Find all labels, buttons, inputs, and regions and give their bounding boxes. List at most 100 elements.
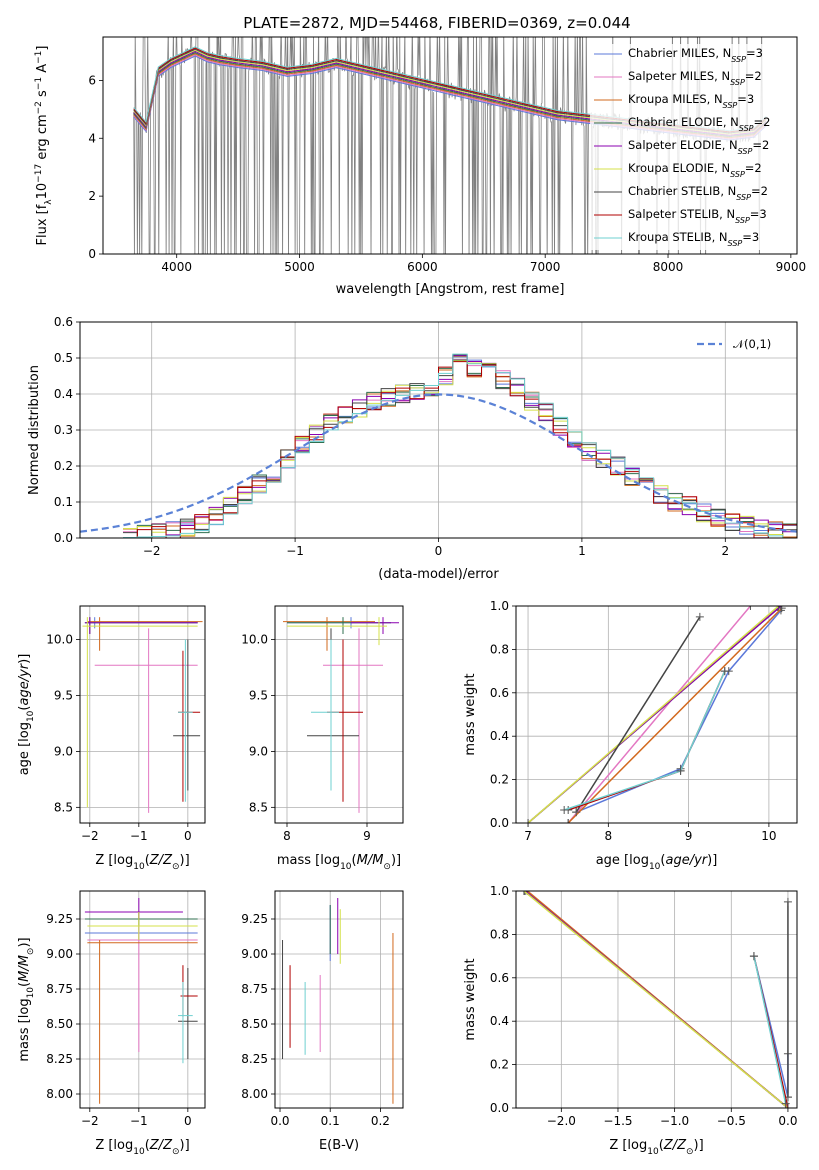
label-part: ⊙ [383,862,391,872]
label-part: mass [log [277,853,340,868]
label-part: s [35,90,50,101]
marker-plus [749,952,758,961]
legend-tail: =3 [746,46,763,60]
ylabel-massweight_vs_Z: mass weight [463,958,478,1040]
label-part: ( [17,982,32,987]
x-tick-label: −2 [143,544,161,558]
legend-sub: SSP [730,78,745,87]
residual-histogram [123,355,797,538]
xlabel-mass_vs_Z: Z [log10(Z/Z⊙)] [95,1138,189,1157]
x-tick-label: −0.5 [717,1114,746,1128]
label-part: )] [694,1138,704,1153]
y-tick-label: 9.25 [46,912,73,926]
axes-age_vs_Z: −2 −1 0 8.5 9.0 9.5 10.0 [46,606,205,843]
legend-sub: SSP [739,124,754,133]
axes-mass_vs_ebv: 0.0 0.1 0.2 8.00 8.25 8.50 8.75 9.00 9.25 [241,891,403,1128]
label-part: Z/Z [149,1138,173,1153]
y-tick-label: 0.6 [490,686,509,700]
residual-histogram [123,353,797,538]
label-part: −1 [34,77,44,90]
label-part: Z/Z [663,1138,687,1153]
x-tick-label: 0.1 [321,1114,340,1128]
x-tick-label: 0.0 [778,1114,797,1128]
residuals-ylabel: Normed distribution [27,365,42,495]
label-part: ] [35,46,50,51]
legend-main: Chabrier STELIB, N [628,184,736,198]
label-part: )] [17,937,32,947]
legend-sub: SSP [728,239,743,248]
label-part: ⊙ [26,948,36,956]
xlabel-massweight_vs_age: age [log10(age/yr)] [596,853,718,872]
label-part: −2 [34,101,44,114]
massweight-line [567,607,783,823]
label-part: ( [145,853,150,868]
x-tick-label: 6000 [407,260,438,274]
marker-plus [783,897,792,906]
axes-residuals: −2 −1 0 1 2 0.0 0.1 0.2 0.3 0.4 0.5 0.6 [54,315,797,558]
label-part: Z [log [609,1138,647,1153]
y-tick-label: 0 [88,247,96,261]
y-tick-label: 2 [88,189,96,203]
x-tick-label: 1 [578,544,586,558]
legend-main: Kroupa ELODIE, N [628,161,730,175]
axes-frame [79,605,206,824]
y-tick-label: 1.0 [490,884,509,898]
x-tick-label: 0 [184,1114,192,1128]
legend-tail: =3 [742,230,759,244]
y-tick-label: 4 [88,131,96,145]
residuals-xlabel: (data-model)/error [378,567,499,582]
legend-sub: SSP [731,55,746,64]
axes-frame [102,36,798,255]
y-tick-label: 8.5 [249,800,268,814]
lines-massweight_vs_age [524,606,786,823]
y-tick-label: 8.75 [241,982,268,996]
y-tick-label: 8.25 [241,1052,268,1066]
massweight-line [575,616,701,813]
y-tick-label: 8.00 [241,1087,268,1101]
ylabel-age_vs_Z: age [log10(age/yr)] [17,654,36,776]
y-tick-label: 8.00 [46,1087,73,1101]
xlabel-age_vs_mass: mass [log10(M/M⊙)] [277,853,401,872]
y-tick-label: 0.8 [490,927,509,941]
legend-entry: Salpeter ELODIE, NSSP=2 [628,138,769,156]
x-tick-label: −2 [81,829,99,843]
y-tick-label: 9.5 [54,688,73,702]
legend-main: Salpeter ELODIE, N [628,138,738,152]
ylabel-mass_vs_Z: mass [log10(M/M⊙)] [17,937,36,1061]
legend-tail: =2 [751,184,768,198]
x-tick-label: −1 [130,829,148,843]
label-part: )] [391,853,401,868]
label-part: )] [707,853,717,868]
axes-spectrum: 4000 5000 6000 7000 8000 9000 0 2 4 6 [88,73,806,274]
x-tick-label: 9 [685,829,693,843]
residual-histogram [123,360,797,538]
marker-plus [524,819,533,823]
axes-massweight_vs_Z: −2.0 −1.5 −1.0 −0.5 0.0 0.0 0.2 0.4 0.6 0.8 1.0 [490,884,798,1128]
legend-main: Kroupa MILES, N [628,92,723,106]
x-tick-label: 8 [605,829,613,843]
marker-plus [572,808,581,817]
label-part: )] [180,1138,190,1153]
y-tick-label: 0.2 [490,1058,509,1072]
x-tick-label: 4000 [161,260,192,274]
label-part: Flux [f [35,204,50,245]
marker-plus [560,805,569,814]
label-part: M/M [357,853,384,868]
axes-frame [79,321,798,539]
legend-entry: Kroupa ELODIE, NSSP=2 [628,161,762,179]
x-tick-label: 0.2 [371,1114,390,1128]
marker-plus [774,606,783,610]
legend-entry: Salpeter MILES, NSSP=2 [628,69,762,87]
legend-sub: SSP [735,216,750,225]
y-tick-label: 8.50 [241,1017,268,1031]
legend-tail: =3 [750,207,767,221]
marker-plus [746,606,755,610]
errorbars-age_vs_mass [283,617,399,813]
label-part: 10 [26,987,36,999]
label-part: ⊙ [172,1147,180,1157]
x-tick-label: 0 [184,829,192,843]
y-tick-label: 0.8 [490,642,509,656]
x-tick-label: 0 [435,544,443,558]
label-part: age [log [596,853,649,868]
